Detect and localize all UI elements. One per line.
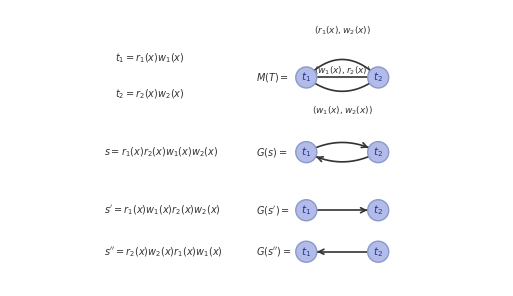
Text: $t_1 = r_1(x)w_1(x)$: $t_1 = r_1(x)w_1(x)$ xyxy=(115,51,185,65)
Ellipse shape xyxy=(368,142,389,163)
Text: $t_1$: $t_1$ xyxy=(301,145,311,159)
Ellipse shape xyxy=(296,142,317,163)
Text: $G(s) =$: $G(s) =$ xyxy=(256,146,288,159)
Text: $G(s') =$: $G(s') =$ xyxy=(256,204,290,217)
Text: $(w_1(x), w_2(x))$: $(w_1(x), w_2(x))$ xyxy=(312,104,372,117)
Ellipse shape xyxy=(296,67,317,88)
Text: $t_1$: $t_1$ xyxy=(301,70,311,84)
Text: $t_1$: $t_1$ xyxy=(301,203,311,217)
Text: $t_1$: $t_1$ xyxy=(301,245,311,259)
Ellipse shape xyxy=(296,241,317,262)
Text: $M(T) =$: $M(T) =$ xyxy=(256,71,289,84)
Text: $G(s'') =$: $G(s'') =$ xyxy=(256,245,292,258)
Text: $t_2$: $t_2$ xyxy=(373,245,383,259)
Ellipse shape xyxy=(368,241,389,262)
Text: $(r_1(x), w_2(x))$: $(r_1(x), w_2(x))$ xyxy=(313,24,371,37)
Text: $s' = r_1(x)w_1(x)r_2(x)w_2(x)$: $s' = r_1(x)w_1(x)r_2(x)w_2(x)$ xyxy=(104,203,221,217)
Text: $t_2$: $t_2$ xyxy=(373,70,383,84)
Text: $(w_1(x), r_2(x))$: $(w_1(x), r_2(x))$ xyxy=(313,64,371,77)
Text: $t_2$: $t_2$ xyxy=(373,203,383,217)
Text: $t_2 = r_2(x)w_2(x)$: $t_2 = r_2(x)w_2(x)$ xyxy=(115,87,185,101)
Text: $s = r_1(x)r_2(x)w_1(x)w_2(x)$: $s = r_1(x)r_2(x)w_1(x)w_2(x)$ xyxy=(104,145,219,159)
Text: $s'' = r_2(x)w_2(x)r_1(x)w_1(x)$: $s'' = r_2(x)w_2(x)r_1(x)w_1(x)$ xyxy=(104,245,223,258)
Ellipse shape xyxy=(368,200,389,221)
Ellipse shape xyxy=(296,200,317,221)
Ellipse shape xyxy=(368,67,389,88)
Text: $t_2$: $t_2$ xyxy=(373,145,383,159)
